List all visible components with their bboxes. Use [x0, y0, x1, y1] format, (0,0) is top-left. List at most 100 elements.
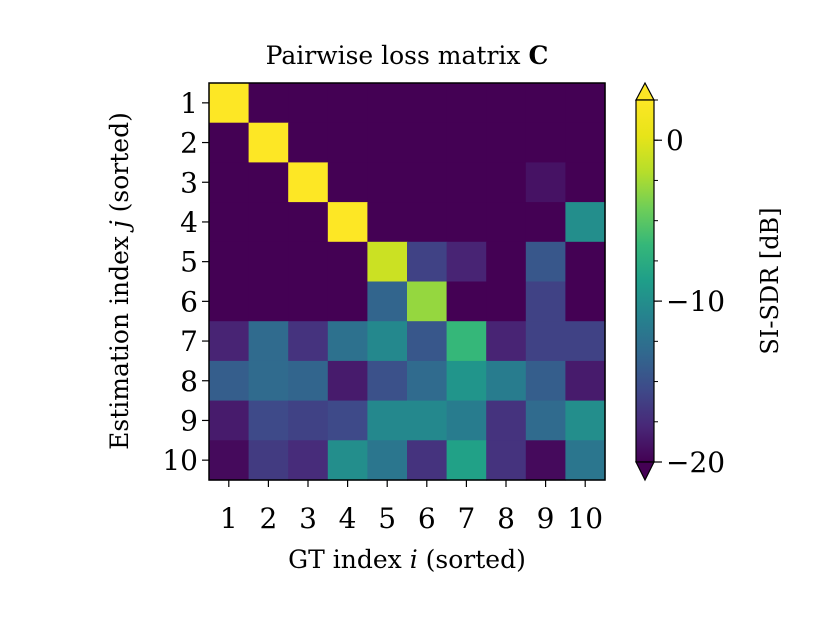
heatmap-cell — [525, 83, 566, 124]
heatmap-cell — [486, 122, 527, 163]
heatmap-cell — [367, 321, 408, 362]
x-axis-ticks: 1 2 3 4 5 6 7 8 9 10 — [220, 480, 603, 535]
heatmap-cell — [209, 360, 250, 402]
heatmap-cell — [209, 83, 250, 124]
heatmap-cell — [446, 321, 487, 362]
heatmap-cell — [525, 202, 566, 243]
heatmap-cell — [367, 400, 408, 441]
heatmap-cell — [565, 321, 606, 362]
chart-title: Pairwise loss matrix C — [266, 41, 549, 70]
x-tick-label: 1 — [220, 502, 238, 535]
heatmap-cell — [407, 162, 448, 203]
heatmap-cell — [327, 440, 368, 481]
heatmap-cell — [367, 360, 408, 402]
heatmap-cell — [525, 122, 566, 163]
heatmap-cell — [209, 321, 250, 362]
colorbar-gradient — [635, 99, 655, 463]
heatmap-cell — [525, 440, 566, 481]
heatmap-cell — [446, 122, 487, 163]
x-tick-label: 4 — [339, 502, 357, 535]
heatmap-cell — [407, 83, 448, 124]
heatmap-cell — [446, 360, 487, 402]
heatmap-cell — [288, 321, 329, 362]
heatmap-cell — [525, 321, 566, 362]
heatmap-cell — [367, 83, 408, 124]
y-tick-label: 9 — [180, 404, 198, 437]
heatmap-cell — [407, 281, 448, 322]
heatmap-cell — [367, 440, 408, 481]
heatmap-cell — [367, 162, 408, 203]
heatmap-cell — [407, 321, 448, 362]
heatmap-cell — [367, 241, 408, 283]
y-tick-label: 7 — [180, 325, 198, 358]
heatmap-cell — [446, 281, 487, 322]
heatmap-cell — [446, 400, 487, 441]
heatmap-cell — [565, 400, 606, 441]
heatmap-cell — [367, 281, 408, 322]
heatmap-cell — [407, 202, 448, 243]
x-tick-label: 2 — [259, 502, 277, 535]
heatmap-cell — [565, 440, 606, 481]
heatmap-cell — [565, 122, 606, 163]
x-tick-label: 3 — [299, 502, 317, 535]
heatmap-cell — [446, 440, 487, 481]
heatmap-cell — [565, 241, 606, 283]
y-tick-label: 5 — [180, 246, 198, 279]
heatmap-cell — [248, 241, 289, 283]
heatmap-cell — [209, 281, 250, 322]
heatmap-cell — [288, 202, 329, 243]
heatmap-cell — [486, 400, 527, 441]
y-axis-label-suffix: (sorted) — [105, 112, 134, 220]
heatmap-cell — [209, 241, 250, 283]
heatmap-cell — [446, 202, 487, 243]
heatmap-cell — [327, 360, 368, 402]
colorbar-ticks: 0 −10 −20 — [654, 99, 725, 479]
y-tick-label: 1 — [180, 87, 198, 120]
heatmap-cell — [288, 400, 329, 441]
heatmap-cell — [327, 202, 368, 243]
x-tick-label: 6 — [418, 502, 436, 535]
heatmap-cell — [327, 241, 368, 283]
heatmap-cell — [565, 281, 606, 322]
x-axis-label-var: i — [410, 545, 418, 574]
heatmap-cell — [327, 83, 368, 124]
x-tick-label: 7 — [457, 502, 475, 535]
heatmap-cell — [288, 83, 329, 124]
colorbar-tick-label: −10 — [666, 285, 725, 318]
colorbar-extend-top — [635, 81, 655, 101]
heatmap-cell — [327, 122, 368, 163]
heatmap-cell — [288, 440, 329, 481]
heatmap-cell — [525, 241, 566, 283]
heatmap-cell — [248, 83, 289, 124]
heatmap-cell — [525, 162, 566, 203]
heatmap-cell — [486, 202, 527, 243]
heatmap-cell — [248, 321, 289, 362]
colorbar-extend-bottom — [635, 461, 655, 482]
heatmap-cell — [486, 440, 527, 481]
heatmap-cell — [486, 360, 527, 402]
heatmap-cell — [209, 162, 250, 203]
heatmap-cell — [209, 440, 250, 481]
heatmap-cell — [248, 400, 289, 441]
chart-title-text: Pairwise loss matrix — [266, 41, 529, 70]
heatmap-cell — [288, 122, 329, 163]
x-axis-label-text: GT index — [288, 545, 410, 574]
heatmap-cell — [248, 281, 289, 322]
x-tick-label: 9 — [537, 502, 555, 535]
x-tick-label: 10 — [567, 502, 603, 535]
heatmap-cell — [565, 202, 606, 243]
colorbar-tick-label: −20 — [666, 446, 725, 479]
heatmap-cell — [288, 241, 329, 283]
heatmap-cell — [209, 122, 250, 163]
heatmap-cell — [407, 440, 448, 481]
heatmap-cell — [209, 202, 250, 243]
heatmap-cell — [327, 321, 368, 362]
heatmap-cell — [209, 400, 250, 441]
heatmap-cell — [407, 360, 448, 402]
heatmap-cell — [288, 360, 329, 402]
colorbar — [635, 81, 655, 482]
heatmap-cell — [327, 281, 368, 322]
x-axis-label: GT index i (sorted) — [288, 545, 526, 574]
y-axis-label: Estimation index j (sorted) — [105, 112, 134, 450]
